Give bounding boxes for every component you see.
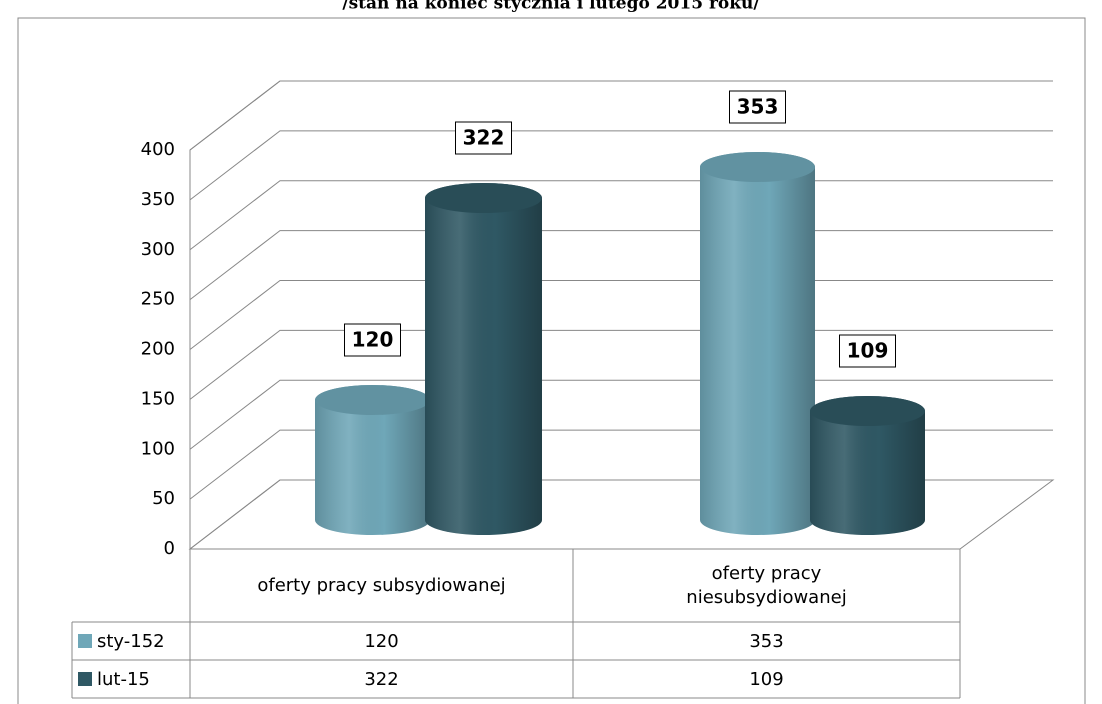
bar-shading: [425, 183, 542, 536]
grid-line: [189, 230, 1053, 301]
data-label-box: [455, 121, 512, 155]
bar-shading: [810, 396, 925, 535]
legend-label: sty-152: [97, 631, 165, 652]
bar-top-shade: [700, 152, 815, 182]
bar-top-shade: [810, 396, 925, 426]
data-label: 120: [352, 328, 394, 352]
y-tick-label: 300: [141, 239, 175, 260]
legend-swatch: [78, 634, 92, 648]
y-tick-label: 250: [141, 289, 175, 310]
table-value: 322: [364, 669, 398, 690]
bar-shading: [315, 385, 430, 535]
y-tick-label: 400: [141, 139, 175, 160]
bar-top-shade: [425, 183, 542, 213]
bar-top-shade: [315, 385, 430, 415]
chart-title: /stan na koniec stycznia i lutego 2015 r…: [342, 0, 760, 14]
y-tick-label: 0: [164, 538, 175, 559]
grid-line: [189, 329, 1053, 400]
grid-line: [189, 130, 1053, 201]
y-tick-label: 350: [141, 189, 175, 210]
category-label: oferty pracy subsydiowanej: [257, 574, 506, 596]
grid-line: [189, 180, 1053, 251]
data-label: 353: [737, 95, 779, 119]
data-label: 109: [847, 339, 889, 363]
bar-top: [810, 396, 925, 426]
legend-label: lut-15: [97, 669, 150, 690]
grid-line: [189, 80, 1053, 151]
bar-top: [425, 183, 542, 213]
data-label-box: [729, 90, 786, 124]
legend-swatch: [78, 672, 92, 686]
bar-shading: [700, 152, 815, 536]
y-tick-label: 100: [141, 438, 175, 459]
bar-top: [700, 152, 815, 182]
table-value: 109: [749, 669, 783, 690]
table-value: 353: [749, 631, 783, 652]
category-label: oferty pracy niesubsydiowanej: [686, 562, 847, 608]
grid-line: [189, 280, 1053, 350]
table-value: 120: [364, 631, 398, 652]
chart-border: [17, 17, 1086, 704]
y-tick-label: 50: [152, 488, 175, 509]
data-label-box: [839, 334, 896, 368]
y-tick-label: 150: [141, 388, 175, 409]
data-label: 322: [463, 126, 505, 150]
bar-top: [315, 385, 430, 415]
y-tick-label: 200: [141, 339, 175, 360]
data-label-box: [344, 323, 401, 357]
